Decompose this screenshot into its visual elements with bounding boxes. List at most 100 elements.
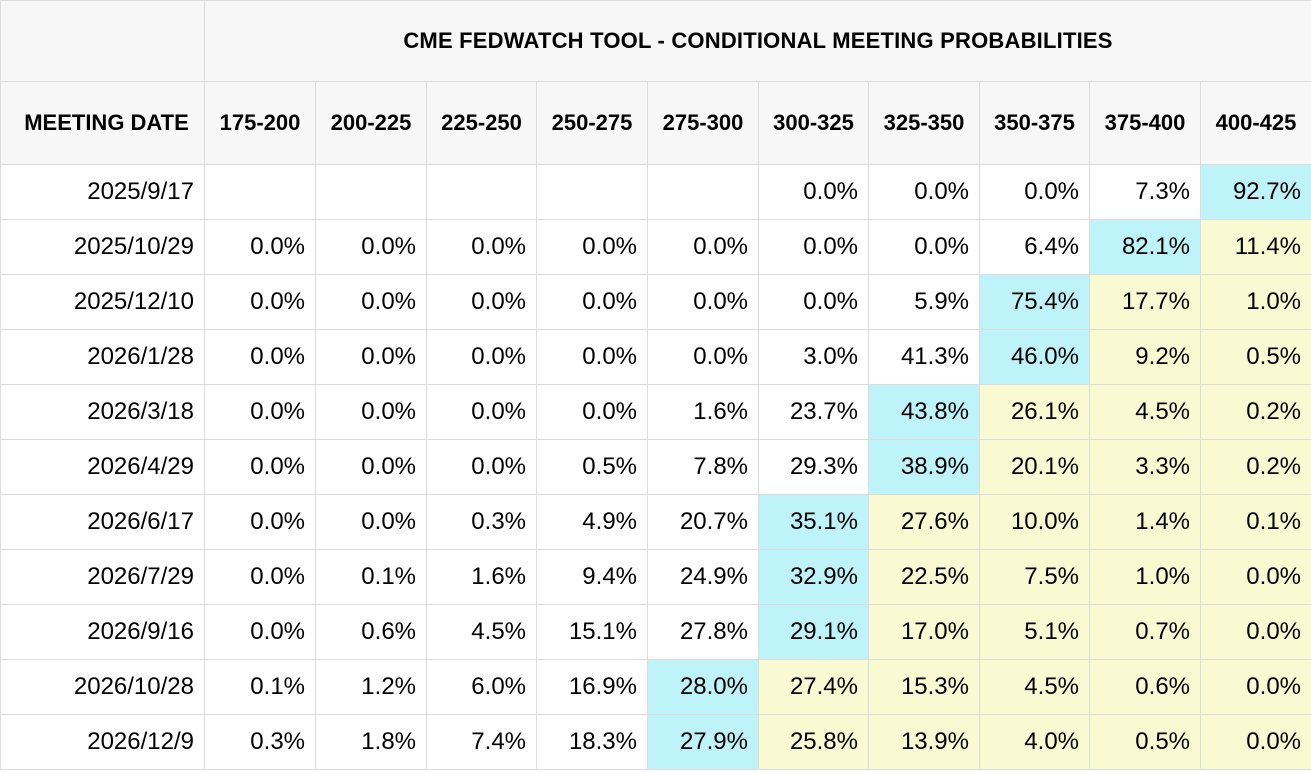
probability-cell: 1.0% bbox=[1089, 549, 1201, 605]
probability-cell: 3.0% bbox=[758, 329, 869, 385]
probability-cell: 0.0% bbox=[979, 164, 1090, 220]
table-row: 2026/10/28 0.1% 1.2% 6.0% 16.9% 28.0% 27.4% 15.… bbox=[0, 659, 1311, 715]
probability-cell bbox=[426, 164, 537, 220]
probability-cell: 0.0% bbox=[315, 219, 427, 275]
probability-cell: 0.0% bbox=[868, 164, 980, 220]
probability-cell: 7.4% bbox=[426, 714, 537, 770]
probability-cell: 0.5% bbox=[1089, 714, 1201, 770]
probability-cell: 0.0% bbox=[204, 439, 316, 495]
probability-cell: 10.0% bbox=[979, 494, 1090, 550]
probability-cell: 0.7% bbox=[1089, 604, 1201, 660]
rate-range-header: 200-225 bbox=[315, 81, 427, 165]
corner-cell bbox=[0, 0, 205, 82]
table-row: 2026/6/17 0.0% 0.0% 0.3% 4.9% 20.7% 35.1% 27.6%… bbox=[0, 494, 1311, 550]
probability-cell: 9.4% bbox=[536, 549, 648, 605]
probability-cell: 0.5% bbox=[536, 439, 648, 495]
meeting-date-cell: 2025/12/10 bbox=[0, 274, 205, 330]
meeting-date-cell: 2026/1/28 bbox=[0, 329, 205, 385]
probability-cell: 1.6% bbox=[647, 384, 759, 440]
probability-cell: 0.2% bbox=[1200, 384, 1311, 440]
probability-cell: 0.0% bbox=[426, 439, 537, 495]
probability-cell: 43.8% bbox=[868, 384, 980, 440]
probability-cell: 6.4% bbox=[979, 219, 1090, 275]
rate-range-header: 350-375 bbox=[979, 81, 1090, 165]
probability-cell: 32.9% bbox=[758, 549, 869, 605]
probability-cell: 35.1% bbox=[758, 494, 869, 550]
meeting-date-cell: 2026/12/9 bbox=[0, 714, 205, 770]
probability-cell: 0.1% bbox=[1200, 494, 1311, 550]
probability-cell: 0.0% bbox=[315, 494, 427, 550]
probability-cell: 1.8% bbox=[315, 714, 427, 770]
probability-cell: 0.5% bbox=[1200, 329, 1311, 385]
table-row: 2026/9/16 0.0% 0.6% 4.5% 15.1% 27.8% 29.1% 17.0… bbox=[0, 604, 1311, 660]
probability-cell: 24.9% bbox=[647, 549, 759, 605]
meeting-date-cell: 2025/10/29 bbox=[0, 219, 205, 275]
rate-range-header: 250-275 bbox=[536, 81, 648, 165]
probability-cell: 25.8% bbox=[758, 714, 869, 770]
probability-cell: 0.0% bbox=[1200, 659, 1311, 715]
probability-cell: 27.6% bbox=[868, 494, 980, 550]
probability-cell: 20.1% bbox=[979, 439, 1090, 495]
table-row: 2025/10/29 0.0% 0.0% 0.0% 0.0% 0.0% 0.0% 0.0% 6.… bbox=[0, 219, 1311, 275]
probability-cell: 0.0% bbox=[426, 329, 537, 385]
probability-cell: 38.9% bbox=[868, 439, 980, 495]
probability-cell: 82.1% bbox=[1089, 219, 1201, 275]
probability-cell: 46.0% bbox=[979, 329, 1090, 385]
probability-cell: 0.3% bbox=[426, 494, 537, 550]
probability-cell: 5.1% bbox=[979, 604, 1090, 660]
probability-cell: 7.5% bbox=[979, 549, 1090, 605]
probability-cell: 0.0% bbox=[758, 219, 869, 275]
probability-cell: 4.5% bbox=[426, 604, 537, 660]
rate-range-header: 225-250 bbox=[426, 81, 537, 165]
probability-cell: 0.0% bbox=[758, 274, 869, 330]
probability-cell: 1.0% bbox=[1200, 274, 1311, 330]
probability-cell: 4.0% bbox=[979, 714, 1090, 770]
probability-cell: 0.0% bbox=[204, 219, 316, 275]
probability-cell: 0.0% bbox=[536, 274, 648, 330]
probability-cell: 15.1% bbox=[536, 604, 648, 660]
probability-cell: 0.3% bbox=[204, 714, 316, 770]
probability-cell: 0.0% bbox=[204, 494, 316, 550]
probability-cell: 4.9% bbox=[536, 494, 648, 550]
probability-cell: 15.3% bbox=[868, 659, 980, 715]
probability-cell: 0.0% bbox=[647, 274, 759, 330]
probability-cell: 17.7% bbox=[1089, 274, 1201, 330]
probability-cell: 92.7% bbox=[1200, 164, 1311, 220]
probability-cell: 13.9% bbox=[868, 714, 980, 770]
probability-cell: 0.6% bbox=[315, 604, 427, 660]
probability-cell: 20.7% bbox=[647, 494, 759, 550]
rate-range-header: 175-200 bbox=[204, 81, 316, 165]
probability-cell: 0.0% bbox=[204, 384, 316, 440]
probability-cell: 23.7% bbox=[758, 384, 869, 440]
probability-cell: 0.0% bbox=[315, 329, 427, 385]
meeting-date-cell: 2026/4/29 bbox=[0, 439, 205, 495]
probability-cell: 6.0% bbox=[426, 659, 537, 715]
probability-cell: 4.5% bbox=[979, 659, 1090, 715]
probability-cell: 0.0% bbox=[315, 274, 427, 330]
table-row: 2026/4/29 0.0% 0.0% 0.0% 0.5% 7.8% 29.3% 38.9% 2… bbox=[0, 439, 1311, 495]
probability-cell: 41.3% bbox=[868, 329, 980, 385]
meeting-date-cell: 2025/9/17 bbox=[0, 164, 205, 220]
probability-cell: 7.8% bbox=[647, 439, 759, 495]
probability-cell: 27.9% bbox=[647, 714, 759, 770]
probability-cell: 26.1% bbox=[979, 384, 1090, 440]
probability-cell: 0.0% bbox=[647, 329, 759, 385]
probability-cell: 0.0% bbox=[315, 439, 427, 495]
meeting-date-cell: 2026/9/16 bbox=[0, 604, 205, 660]
meeting-date-cell: 2026/3/18 bbox=[0, 384, 205, 440]
probability-cell: 0.0% bbox=[758, 164, 869, 220]
probability-cell: 0.0% bbox=[647, 219, 759, 275]
table-title: CME FEDWATCH TOOL - CONDITIONAL MEETING … bbox=[204, 0, 1311, 82]
probability-cell: 27.4% bbox=[758, 659, 869, 715]
rate-range-header: 400-425 bbox=[1200, 81, 1311, 165]
probability-cell: 0.0% bbox=[1200, 604, 1311, 660]
probability-cell: 0.0% bbox=[204, 604, 316, 660]
rate-range-header: 375-400 bbox=[1089, 81, 1201, 165]
table-row: 2026/12/9 0.3% 1.8% 7.4% 18.3% 27.9% 25.8% 13.9… bbox=[0, 714, 1311, 770]
table-row: 2026/1/28 0.0% 0.0% 0.0% 0.0% 0.0% 3.0% 41.3% 46… bbox=[0, 329, 1311, 385]
probability-cell bbox=[647, 164, 759, 220]
table-row: 2026/7/29 0.0% 0.1% 1.6% 9.4% 24.9% 32.9% 22.5%… bbox=[0, 549, 1311, 605]
probability-cell: 0.0% bbox=[1200, 549, 1311, 605]
probability-cell: 11.4% bbox=[1200, 219, 1311, 275]
